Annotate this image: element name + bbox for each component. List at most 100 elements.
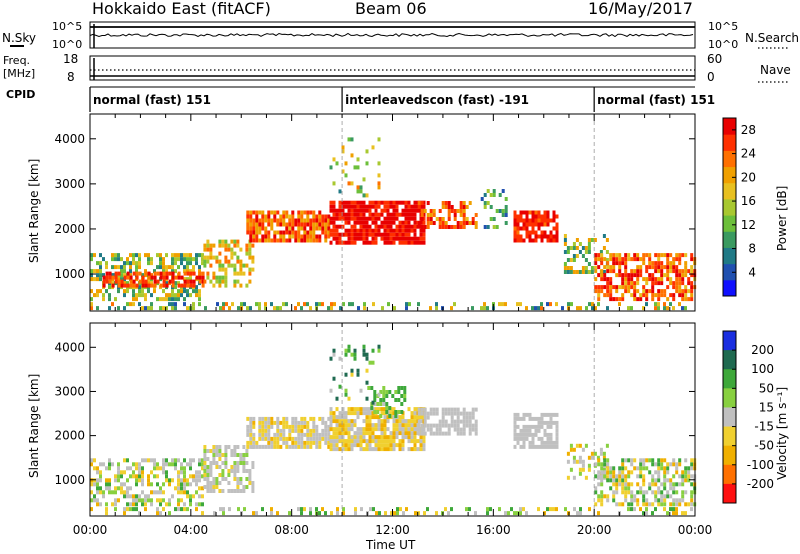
- backscatter-cell: [362, 208, 366, 213]
- backscatter-cell: [371, 447, 375, 452]
- backscatter-cell: [531, 306, 534, 311]
- backscatter-cell: [606, 277, 610, 282]
- backscatter-cell: [227, 445, 231, 449]
- backscatter-cell: [377, 204, 381, 209]
- backscatter-cell: [350, 435, 354, 440]
- backscatter-cell: [678, 285, 682, 290]
- backscatter-cell: [123, 482, 126, 487]
- backscatter-cell: [198, 494, 201, 499]
- backscatter-cell: [522, 424, 526, 429]
- backscatter-cell: [609, 265, 613, 270]
- backscatter-cell: [255, 214, 259, 219]
- backscatter-cell: [102, 275, 106, 280]
- backscatter-cell: [224, 445, 228, 449]
- backscatter-cell: [150, 470, 153, 475]
- backscatter-cell: [255, 444, 259, 449]
- backscatter-cell: [426, 423, 430, 428]
- backscatter-cell: [435, 217, 439, 221]
- backscatter-cell: [150, 283, 154, 288]
- backscatter-cell: [645, 466, 649, 471]
- backscatter-cell: [624, 478, 628, 483]
- backscatter-cell: [407, 232, 411, 237]
- backscatter-cell: [198, 293, 201, 298]
- backscatter-cell: [99, 289, 102, 294]
- backscatter-cell: [365, 407, 369, 412]
- backscatter-cell: [215, 279, 219, 284]
- backscatter-cell: [279, 238, 283, 243]
- backscatter-cell: [368, 419, 372, 424]
- backscatter-cell: [474, 431, 478, 436]
- backscatter-cell: [203, 465, 207, 469]
- backscatter-cell: [594, 289, 598, 294]
- backscatter-cell: [285, 416, 289, 421]
- backscatter-cell: [636, 269, 640, 274]
- backscatter-cell: [135, 275, 139, 280]
- velocity-cbar-swatch: [723, 464, 736, 485]
- backscatter-cell: [186, 482, 189, 487]
- backscatter-cell: [492, 189, 496, 193]
- backscatter-cell: [371, 232, 375, 237]
- backscatter-cell: [569, 443, 573, 448]
- backscatter-cell: [380, 200, 384, 205]
- backscatter-cell: [276, 436, 280, 441]
- backscatter-cell: [621, 490, 625, 495]
- backscatter-cell: [468, 507, 471, 512]
- backscatter-cell: [374, 439, 378, 444]
- backscatter-cell: [327, 436, 331, 441]
- backscatter-cell: [303, 440, 307, 445]
- backscatter-cell: [537, 218, 541, 223]
- backscatter-cell: [288, 444, 292, 449]
- backscatter-cell: [630, 507, 633, 512]
- backscatter-cell: [335, 419, 339, 424]
- backscatter-cell: [400, 410, 404, 414]
- backscatter-cell: [395, 431, 399, 436]
- backscatter-cell: [597, 302, 600, 307]
- backscatter-cell: [404, 435, 408, 440]
- backscatter-cell: [453, 225, 457, 229]
- backscatter-cell: [618, 297, 622, 302]
- backscatter-cell: [612, 269, 616, 274]
- backscatter-cell: [246, 226, 250, 231]
- backscatter-cell: [371, 348, 375, 353]
- backscatter-cell: [242, 263, 246, 268]
- backscatter-cell: [233, 283, 237, 288]
- backscatter-cell: [603, 257, 607, 262]
- backscatter-cell: [206, 469, 210, 473]
- backscatter-cell: [203, 453, 207, 457]
- backscatter-cell: [321, 432, 325, 437]
- backscatter-cell: [654, 494, 658, 499]
- backscatter-cell: [303, 234, 307, 239]
- backscatter-cell: [627, 257, 631, 262]
- backscatter-cell: [180, 289, 183, 294]
- backscatter-cell: [388, 414, 392, 418]
- backscatter-cell: [177, 486, 180, 491]
- backscatter-cell: [177, 490, 180, 495]
- backscatter-cell: [147, 289, 150, 294]
- backscatter-cell: [189, 462, 192, 467]
- backscatter-cell: [329, 356, 333, 361]
- backscatter-cell: [642, 285, 646, 290]
- backscatter-cell: [618, 474, 622, 479]
- backscatter-cell: [417, 411, 421, 416]
- backscatter-cell: [422, 232, 426, 237]
- backscatter-cell: [306, 218, 310, 223]
- backscatter-cell: [261, 507, 264, 512]
- backscatter-cell: [153, 283, 157, 288]
- backscatter-cell: [398, 232, 402, 237]
- backscatter-cell: [687, 478, 691, 483]
- backscatter-cell: [141, 279, 145, 284]
- backscatter-cell: [561, 306, 564, 311]
- backscatter-cell: [397, 410, 401, 414]
- backscatter-cell: [90, 507, 93, 512]
- backscatter-cell: [99, 265, 102, 270]
- backscatter-cell: [572, 459, 576, 464]
- backscatter-cell: [324, 214, 328, 219]
- backscatter-cell: [261, 420, 265, 425]
- backscatter-cell: [534, 214, 538, 219]
- backscatter-cell: [575, 270, 579, 274]
- backscatter-cell: [288, 222, 292, 227]
- backscatter-cell: [174, 458, 177, 463]
- backscatter-cell: [230, 263, 234, 268]
